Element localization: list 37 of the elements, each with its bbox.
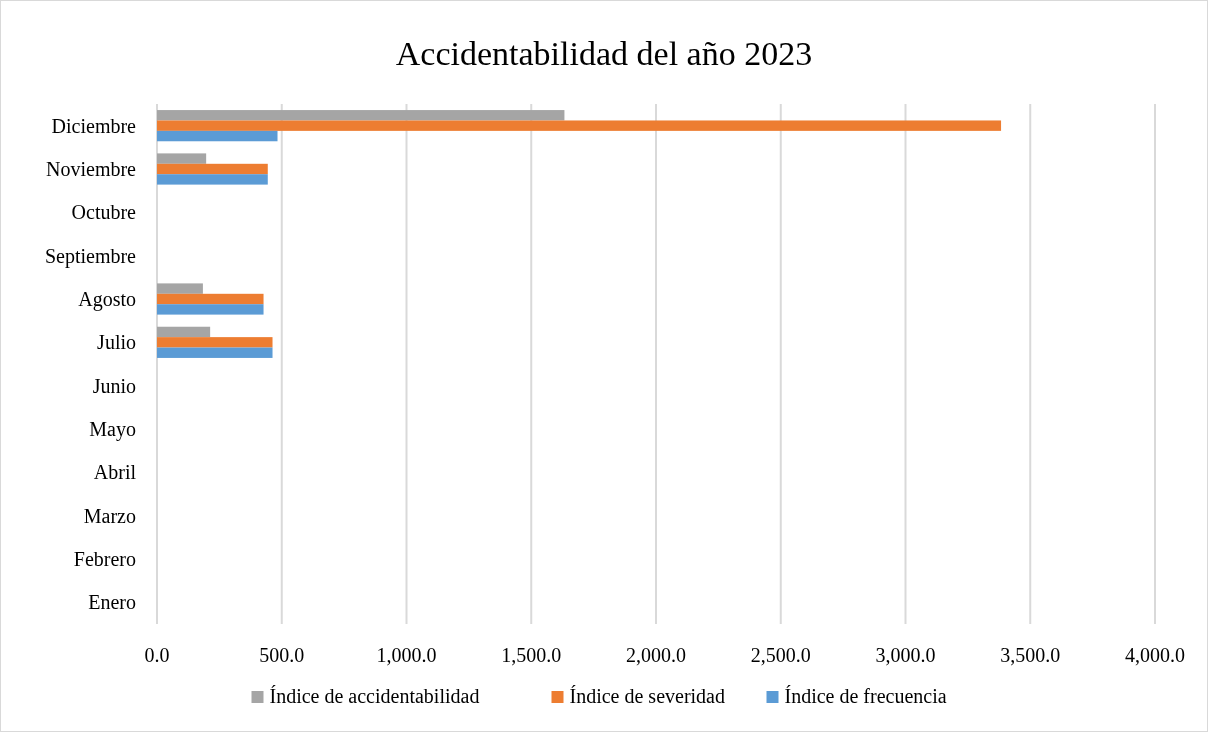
x-tick-label: 4,000.0 [1125, 644, 1185, 666]
bar [157, 153, 207, 164]
legend-label: Índice de accidentabilidad [269, 685, 480, 707]
bar [157, 174, 268, 185]
bar [157, 110, 565, 121]
bar [157, 337, 273, 348]
x-tick-label: 0.0 [144, 644, 170, 666]
chart-title: Accidentabilidad del año 2023 [395, 35, 813, 72]
y-tick-label: Enero [88, 591, 136, 614]
bar [157, 304, 264, 315]
y-tick-label: Marzo [83, 504, 136, 527]
x-tick-label: 3,500.0 [1000, 644, 1061, 666]
bar [157, 163, 268, 175]
bar [157, 120, 1002, 131]
y-tick-label: Octubre [71, 201, 137, 224]
bar [157, 130, 278, 142]
bar [157, 326, 211, 338]
y-tick-label: Junio [92, 374, 136, 397]
y-tick-label: Mayo [89, 418, 136, 441]
y-tick-label: Noviembre [46, 158, 137, 180]
x-tick-label: 1,000.0 [376, 644, 437, 666]
y-tick-label: Diciembre [51, 114, 137, 137]
bar [157, 347, 273, 358]
x-tick-label: 1,500.0 [501, 644, 562, 666]
y-tick-label: Agosto [78, 288, 136, 311]
y-tick-label: Febrero [73, 548, 136, 570]
x-tick-label: 3,000.0 [875, 644, 936, 666]
x-tick-label: 2,500.0 [750, 644, 811, 666]
legend-label: Índice de severidad [569, 685, 725, 707]
y-tick-label: Septiembre [44, 244, 137, 268]
y-tick-label: Julio [97, 331, 136, 354]
legend-label: Índice de frecuencia [784, 685, 947, 707]
bar [157, 293, 264, 305]
y-tick-label: Abril [93, 461, 137, 484]
bar [157, 283, 203, 294]
x-tick-label: 2,000.0 [626, 644, 686, 666]
x-tick-label: 500.0 [259, 644, 305, 666]
